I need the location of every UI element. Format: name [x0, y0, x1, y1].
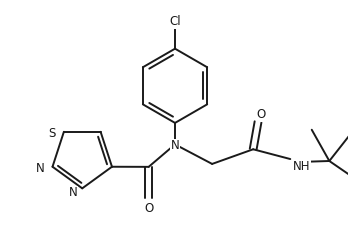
Text: S: S [49, 127, 56, 140]
Text: N: N [171, 139, 180, 152]
Text: O: O [144, 202, 153, 215]
Text: N: N [69, 186, 77, 199]
Text: NH: NH [293, 160, 311, 173]
Text: N: N [36, 162, 45, 175]
Text: Cl: Cl [169, 15, 181, 28]
Text: O: O [256, 108, 266, 121]
